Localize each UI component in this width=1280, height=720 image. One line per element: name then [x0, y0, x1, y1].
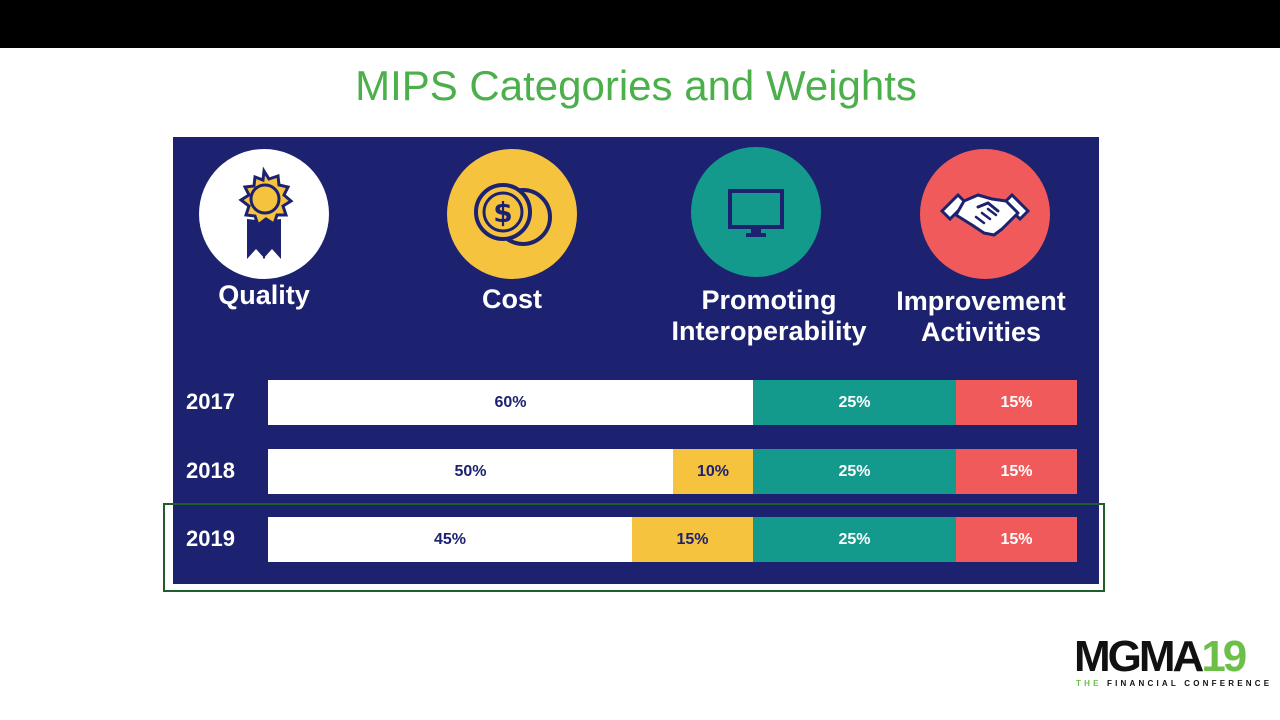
bar-value-label: 15%	[1000, 462, 1033, 480]
interoperability-circle-bg	[691, 147, 821, 277]
category-label-cost: Cost	[432, 284, 592, 315]
logo-tagline-prefix: THE	[1076, 679, 1102, 688]
logo-tagline-text: FINANCIAL CONFERENCE	[1107, 679, 1273, 688]
category-label-line: Cost	[482, 284, 542, 314]
bar-segment-2017-promoting-interoperability: 25%	[753, 380, 956, 425]
bar-value-label: 15%	[676, 530, 709, 548]
highlight-2019-box	[163, 503, 1105, 592]
bar-value-label: 25%	[838, 530, 871, 548]
bar-segment-2017-improvement-activities: 15%	[956, 380, 1077, 425]
improvement-circle	[920, 149, 1050, 279]
year-label-2019: 2019	[186, 526, 235, 551]
bar-value-label: 15%	[1000, 530, 1033, 548]
category-label-line: Interoperability	[671, 316, 867, 346]
coins-dollar-icon: $	[447, 149, 577, 279]
bar-value-label: 50%	[454, 462, 487, 480]
category-label-line: Quality	[218, 280, 310, 310]
interoperability-circle	[691, 147, 821, 277]
bar-segment-2017-quality: 60%	[268, 380, 753, 425]
bar-segment-2019-quality: 45%	[268, 517, 632, 562]
logo-wordmark: MGMA19	[1074, 632, 1247, 681]
bar-segment-2018-quality: 50%	[268, 449, 673, 494]
svg-text:$: $	[493, 196, 512, 229]
logo-number: 19	[1201, 632, 1247, 681]
category-label-line: Promoting	[701, 285, 837, 315]
quality-circle	[199, 149, 329, 279]
bar-value-label: 25%	[838, 462, 871, 480]
bar-value-label: 25%	[838, 393, 871, 411]
cost-circle: $	[447, 149, 577, 279]
category-label-quality: Quality	[184, 280, 344, 311]
top-black-bar	[0, 0, 1280, 48]
bar-value-label: 45%	[433, 530, 467, 548]
category-label-line: Activities	[920, 317, 1042, 347]
category-label-interoperability: Promoting Interoperability	[650, 285, 888, 347]
bar-segment-2018-promoting-interoperability: 25%	[753, 449, 956, 494]
bar-segment-2018-improvement-activities: 15%	[956, 449, 1077, 494]
monitor-icon	[691, 147, 821, 277]
handshake-icon	[920, 149, 1050, 279]
bar-value-label: 60%	[494, 393, 527, 411]
logo-main-text: MGMA	[1074, 632, 1204, 681]
bar-value-label: 10%	[696, 462, 730, 480]
year-label-2018: 2018	[186, 458, 235, 483]
bar-segment-2019-cost: 15%	[632, 517, 753, 562]
logo-tagline: THE FINANCIAL CONFERENCE	[1076, 679, 1272, 688]
year-label-2017: 2017	[186, 389, 235, 414]
bar-segment-2018-cost: 10%	[673, 449, 753, 494]
slide-title: MIPS Categories and Weights	[355, 62, 917, 109]
bar-value-label: 15%	[1000, 393, 1033, 411]
category-label-line: Improvement	[896, 286, 1066, 316]
bar-segment-2019-promoting-interoperability: 25%	[753, 517, 956, 562]
mgma19-logo: MGMA19 THE FINANCIAL CONFERENCE	[1074, 632, 1269, 694]
bar-segment-2019-improvement-activities: 15%	[956, 517, 1077, 562]
category-label-improvement: Improvement Activities	[876, 286, 1086, 348]
ribbon-medal-icon	[199, 149, 329, 279]
